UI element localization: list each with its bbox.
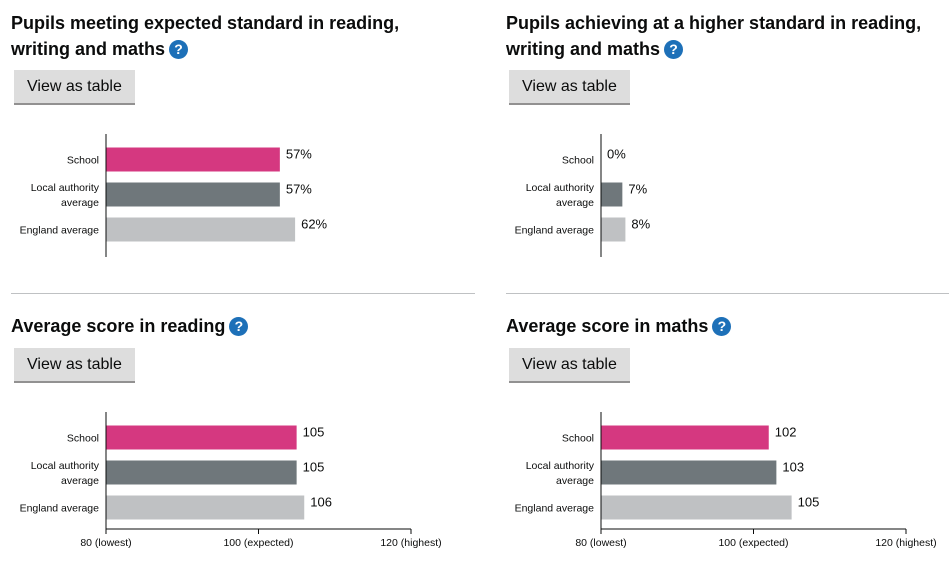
- bar: [106, 217, 296, 242]
- category-label: School: [562, 433, 594, 445]
- bar: [106, 495, 305, 520]
- bar: [106, 182, 280, 207]
- category-label: Local authority average: [526, 182, 595, 209]
- bar: [106, 460, 297, 485]
- divider: [506, 293, 949, 294]
- category-label: Local authority average: [526, 460, 595, 487]
- help-icon[interactable]: ?: [169, 40, 189, 59]
- value-label: 105: [303, 460, 325, 475]
- chart-svg: School 57% Local authority average 57% Englan…: [20, 134, 328, 257]
- view-as-table-button[interactable]: View as table: [509, 348, 630, 383]
- value-label: 7%: [628, 182, 647, 197]
- panel-expected-standard: Pupils meeting expected standard in read…: [11, 10, 451, 280]
- bar: [601, 425, 769, 450]
- value-label: 57%: [286, 182, 312, 197]
- help-icon[interactable]: ?: [664, 40, 684, 59]
- value-label: 57%: [286, 147, 312, 162]
- bar: [601, 460, 777, 485]
- bar-chart: School 0% Local authority average 7% England …: [506, 134, 946, 274]
- category-label: Local authority average: [31, 182, 100, 209]
- value-label: 102: [775, 425, 797, 440]
- category-label: Local authority average: [31, 460, 100, 487]
- panel-title-text: Pupils meeting expected standard in read…: [11, 13, 400, 59]
- tick-label: 80 (lowest): [80, 537, 131, 549]
- panel-title: Average score in maths?: [506, 313, 946, 339]
- bar: [601, 217, 626, 242]
- bar: [106, 147, 280, 172]
- chart-svg: School 0% Local authority average 7% England …: [515, 134, 651, 257]
- category-label: England average: [20, 225, 100, 237]
- chart-svg: School 105 Local authority average 105 Englan…: [20, 412, 442, 549]
- bar: [106, 425, 297, 450]
- panel-title-text: Pupils achieving at a higher standard in…: [506, 13, 922, 59]
- panel-title-text: Average score in maths: [506, 316, 709, 336]
- category-label: School: [67, 155, 99, 167]
- chart-svg: School 102 Local authority average 103 Englan…: [515, 412, 937, 549]
- tick-label: 120 (highest): [380, 537, 441, 549]
- panel-title: Pupils meeting expected standard in read…: [11, 10, 451, 62]
- value-label: 105: [798, 495, 820, 510]
- panel-title: Pupils achieving at a higher standard in…: [506, 10, 946, 62]
- tick-label: 120 (highest): [875, 537, 936, 549]
- value-label: 8%: [631, 217, 650, 232]
- category-label: England average: [515, 225, 595, 237]
- bar-chart: School 105 Local authority average 105 Englan…: [11, 412, 451, 562]
- help-icon[interactable]: ?: [712, 317, 732, 336]
- category-label: England average: [20, 503, 100, 515]
- view-as-table-button[interactable]: View as table: [509, 70, 630, 105]
- divider: [11, 293, 475, 294]
- bar: [601, 182, 623, 207]
- category-label: England average: [515, 503, 595, 515]
- tick-label: 100 (expected): [223, 537, 293, 549]
- tick-label: 100 (expected): [718, 537, 788, 549]
- category-label: School: [562, 155, 594, 167]
- category-label: School: [67, 433, 99, 445]
- value-label: 105: [303, 425, 325, 440]
- panel-higher-standard: Pupils achieving at a higher standard in…: [506, 10, 946, 280]
- panel-title-text: Average score in reading: [11, 316, 226, 336]
- value-label: 106: [310, 495, 332, 510]
- bar: [601, 495, 792, 520]
- help-icon[interactable]: ?: [229, 317, 249, 336]
- value-label: 62%: [301, 217, 327, 232]
- panel-reading-score: Average score in reading? View as table …: [11, 313, 451, 573]
- value-label: 103: [782, 460, 804, 475]
- panel-maths-score: Average score in maths? View as table Sc…: [506, 313, 946, 573]
- bar-chart: School 57% Local authority average 57% Englan…: [11, 134, 451, 274]
- view-as-table-button[interactable]: View as table: [14, 70, 135, 105]
- panel-title: Average score in reading?: [11, 313, 451, 339]
- value-label: 0%: [607, 147, 626, 162]
- view-as-table-button[interactable]: View as table: [14, 348, 135, 383]
- bar-chart: School 102 Local authority average 103 Englan…: [506, 412, 946, 562]
- tick-label: 80 (lowest): [575, 537, 626, 549]
